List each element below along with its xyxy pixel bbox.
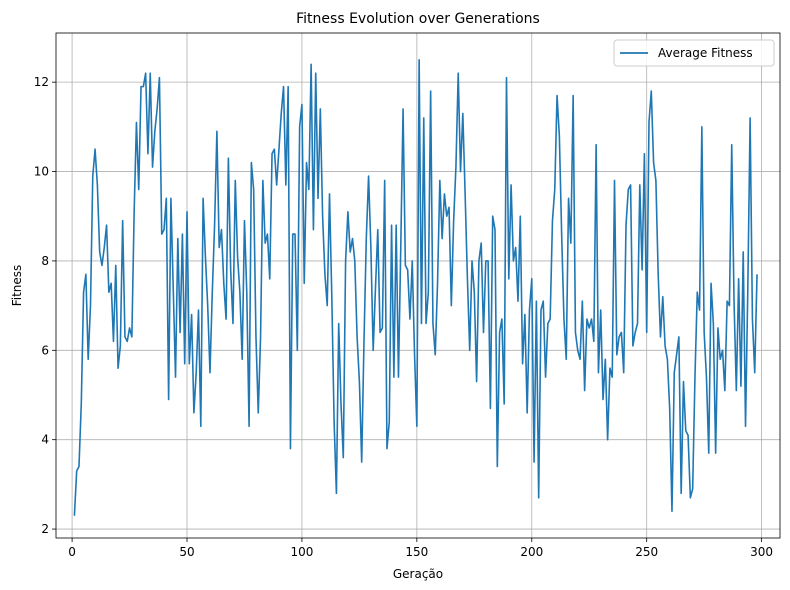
ticks: 0 50 100 150 200 250 300 2 4 6 8 10 12 [34, 75, 773, 559]
y-tick-label: 8 [41, 254, 49, 268]
legend-label: Average Fitness [658, 46, 753, 60]
x-tick-label: 300 [750, 545, 773, 559]
chart-title: Fitness Evolution over Generations [296, 11, 540, 27]
legend: Average Fitness [613, 39, 775, 67]
x-tick-label: 200 [520, 545, 543, 559]
y-tick-label: 2 [41, 522, 49, 536]
y-axis-title: Fitness [10, 265, 24, 307]
y-tick-label: 12 [34, 75, 49, 89]
x-tick-label: 0 [68, 545, 76, 559]
plot-frame [55, 32, 781, 539]
legend-box [613, 39, 775, 67]
x-axis-title: Geração [393, 567, 443, 581]
series-line-average-fitness [73, 59, 758, 516]
x-tick-label: 150 [405, 545, 428, 559]
series-layer [73, 59, 758, 516]
y-tick-label: 4 [41, 433, 49, 447]
y-tick-label: 6 [41, 343, 49, 357]
x-tick-label: 50 [179, 545, 194, 559]
x-tick-label: 100 [290, 545, 313, 559]
y-tick-label: 10 [34, 165, 49, 179]
x-tick-label: 250 [635, 545, 658, 559]
